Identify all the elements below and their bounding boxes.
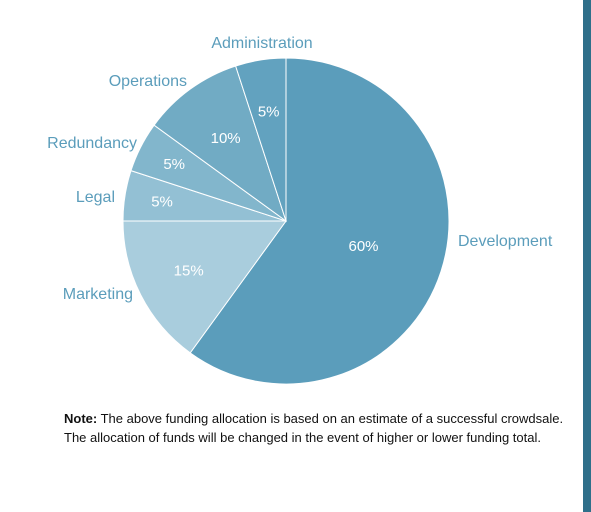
pie-slice-marketing: [122, 220, 287, 354]
slice-name-redundancy: Redundancy: [47, 135, 137, 152]
pie-slice-administration: [234, 57, 287, 222]
slice-name-development: Development: [458, 233, 553, 250]
pct-label-operations: 10%: [211, 130, 241, 147]
slice-name-legal: Legal: [76, 189, 115, 206]
pct-label-marketing: 15%: [174, 263, 204, 280]
pct-label-redundancy: 5%: [163, 156, 185, 173]
slice-name-administration: Administration: [211, 35, 312, 52]
pct-label-legal: 5%: [151, 193, 173, 210]
pct-label-development: 60%: [348, 238, 378, 255]
funding-note: Note: The above funding allocation is ba…: [64, 409, 564, 447]
pie-slice-development: [189, 57, 450, 385]
slice-name-marketing: Marketing: [63, 286, 133, 303]
pct-label-administration: 5%: [258, 104, 280, 121]
pie-slice-operations: [153, 65, 287, 223]
slice-name-operations: Operations: [109, 73, 187, 90]
funding-pie-chart: 60% 15% 5% 5% 10% 5% Development Marketing Lega…: [47, 35, 553, 385]
note-text: The above funding allocation is based on…: [64, 411, 564, 445]
right-accent-bar: [583, 0, 591, 512]
note-bold-label: Note:: [64, 411, 98, 426]
